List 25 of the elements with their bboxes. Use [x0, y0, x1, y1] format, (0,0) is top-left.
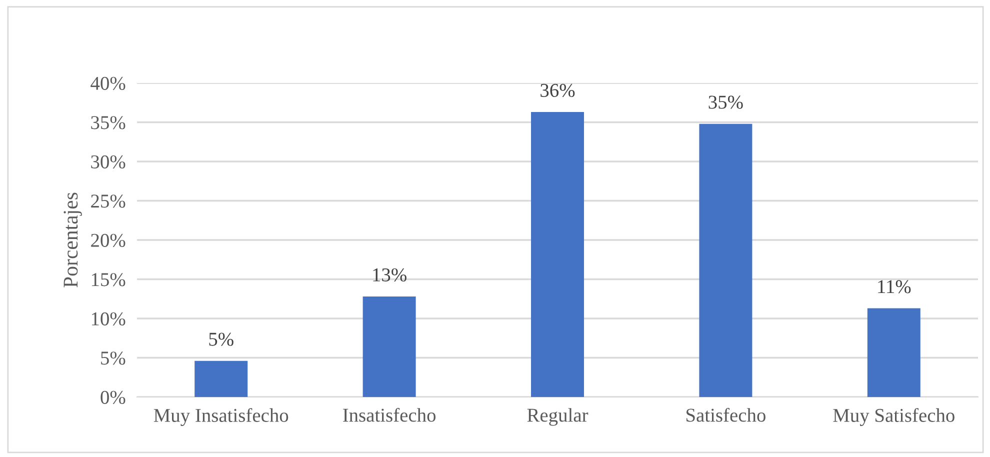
y-tick-label: 5% [101, 352, 126, 365]
data-label: 13% [373, 268, 406, 282]
bar [531, 112, 584, 397]
data-label: 35% [708, 96, 743, 109]
y-tick-label: 15% [92, 273, 126, 286]
y-tick-label: 0% [100, 390, 126, 404]
bar [194, 360, 248, 397]
y-tick-label: 25% [91, 194, 126, 208]
y-axis-title: Porcentajes [64, 192, 82, 288]
x-tick-label: Regular [527, 408, 588, 426]
y-tick-label: 10% [92, 312, 126, 326]
x-tick-label: Muy Insatisfecho [154, 408, 288, 426]
data-label: 5% [209, 332, 234, 346]
x-tick-label: Satisfecho [686, 408, 766, 422]
bar [362, 296, 416, 397]
data-label: 11% [878, 280, 911, 294]
bar [867, 308, 920, 397]
y-tick-label: 20% [91, 234, 126, 247]
y-tick-label: 30% [91, 155, 126, 168]
bar [699, 124, 752, 397]
x-tick-label: Insatisfecho [343, 408, 436, 422]
x-tick-label: Muy Satisfecho [833, 408, 954, 426]
y-tick-label: 40% [90, 76, 126, 90]
data-label: 36% [540, 84, 575, 98]
y-tick-label: 35% [91, 116, 126, 130]
